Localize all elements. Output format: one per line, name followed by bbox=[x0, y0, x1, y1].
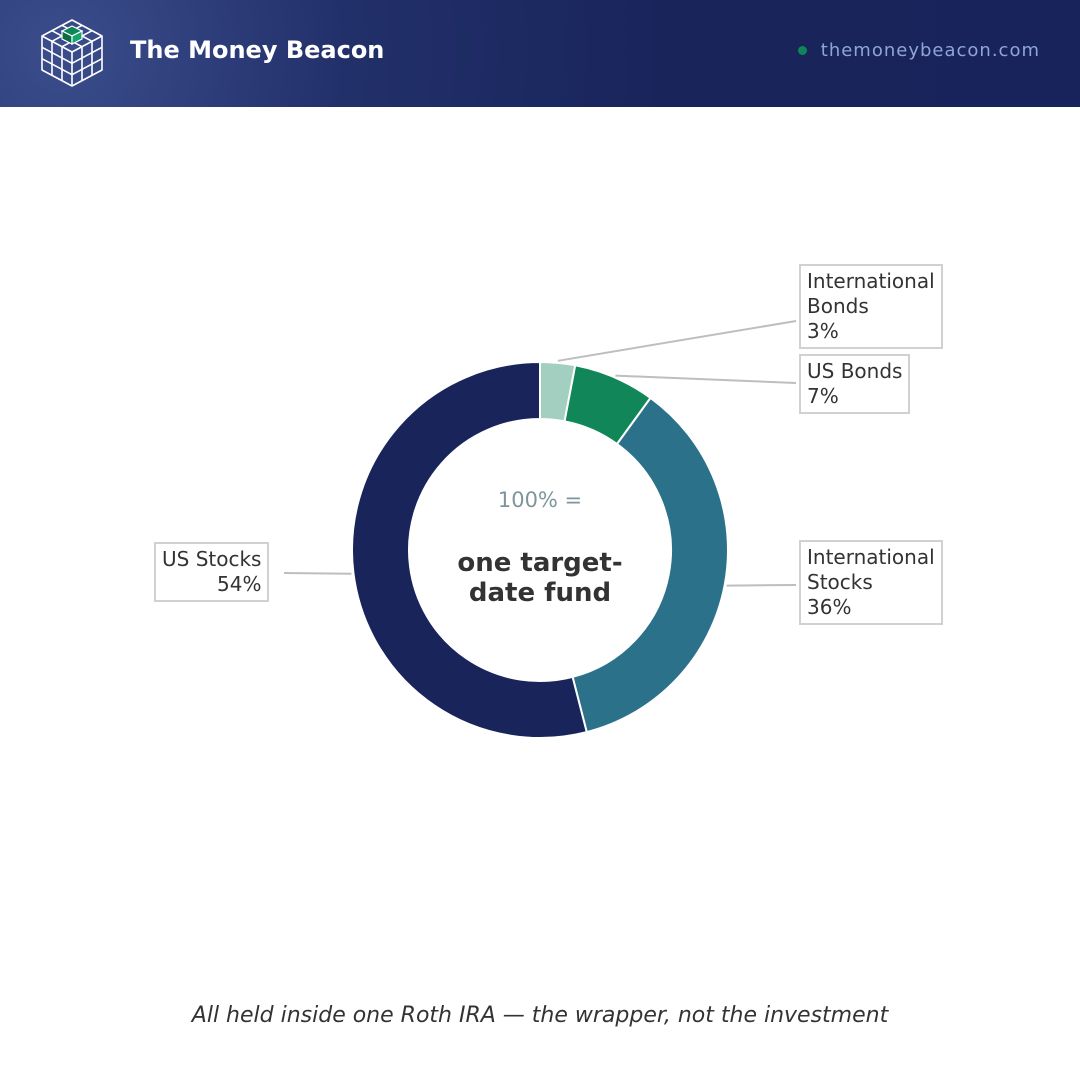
label-us-stocks: US Stocks 54% bbox=[154, 542, 270, 602]
label-international-stocks: International Stocks 36% bbox=[799, 540, 943, 625]
site-link[interactable]: themoneybeacon.com bbox=[797, 40, 1040, 61]
leader-line-international-stocks bbox=[726, 584, 797, 587]
label-line: International bbox=[807, 269, 935, 293]
center-title-line-2: date fund bbox=[468, 578, 612, 608]
center-title-line-1: one target- bbox=[457, 548, 623, 578]
label-line: US Bonds bbox=[807, 359, 903, 383]
label-us-bonds: US Bonds 7% bbox=[799, 354, 911, 414]
leader-line-us-stocks bbox=[283, 572, 352, 575]
label-line: Stocks bbox=[807, 570, 873, 594]
label-line: US Stocks bbox=[162, 547, 262, 571]
center-title: one target- date fund bbox=[390, 548, 690, 608]
center-total-label: 100% = bbox=[497, 488, 583, 512]
cube-grid-icon bbox=[41, 19, 103, 87]
status-dot-icon bbox=[797, 46, 807, 55]
label-line: 54% bbox=[217, 572, 262, 596]
label-line: 36% bbox=[807, 595, 852, 619]
site-url[interactable]: themoneybeacon.com bbox=[820, 40, 1040, 61]
leader-line-international-bonds bbox=[557, 320, 797, 362]
label-line: Bonds bbox=[807, 294, 869, 318]
brand-name[interactable]: The Money Beacon bbox=[130, 36, 385, 64]
label-line: 7% bbox=[807, 384, 839, 408]
leader-line-us-bonds bbox=[615, 374, 797, 384]
slice-international-stocks bbox=[571, 396, 729, 734]
label-line: 3% bbox=[807, 319, 839, 343]
leader-lines bbox=[283, 320, 797, 587]
caption: All held inside one Roth IRA — the wrapp… bbox=[191, 1003, 889, 1028]
slice-us-stocks bbox=[351, 360, 588, 739]
header-bar: The Money Beacon themoneybeacon.com bbox=[0, 0, 1080, 107]
donut-slices bbox=[351, 360, 729, 739]
label-international-bonds: International Bonds 3% bbox=[799, 264, 943, 349]
label-line: International bbox=[807, 545, 935, 569]
